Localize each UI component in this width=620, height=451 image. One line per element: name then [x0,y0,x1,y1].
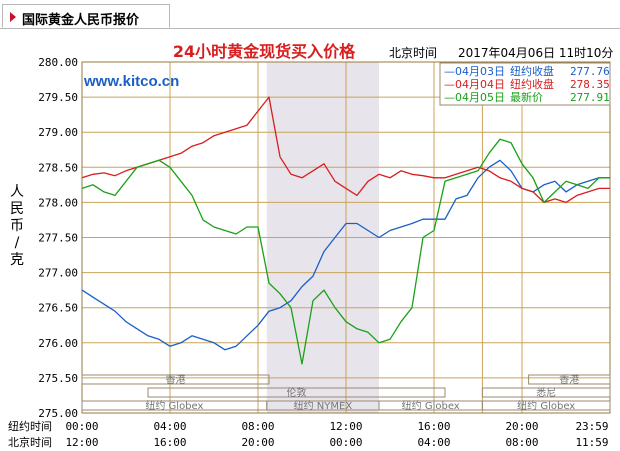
x-row1-label: 纽约时间 [8,419,52,433]
y-tick-label: 277.00 [38,267,78,280]
market-session-label: 伦敦 [287,386,307,399]
tab-title: 国际黄金人民币报价 [22,13,140,28]
y-tick-label: 277.50 [38,232,78,245]
legend-box [439,62,611,106]
y-tick-label: 280.00 [38,56,78,69]
kitco-watermark: www.kitco.cn [83,73,179,90]
y-axis-label-char: 克 [10,252,24,268]
x-row2-tick: 12:00 [65,436,98,449]
legend-series-name: —04月05日 [444,91,505,104]
timestamp-label: 北京时间 [389,46,437,60]
x-row1-tick: 08:00 [241,420,274,433]
market-session-label: 香港 [166,374,186,386]
x-row2-tick: 04:00 [417,436,450,449]
y-axis-label-char: 币 [10,218,24,234]
market-session-label: 纽约 NYMEX [294,399,353,412]
series-line-3 [81,138,610,365]
y-axis-label-char: 人 [10,184,24,200]
x-row2-tick: 11:59 [575,436,608,449]
x-row1-tick: 16:00 [417,420,450,433]
legend-value: 277.76 [570,65,610,78]
y-axis-label-char: 民 [10,201,24,217]
legend-series-name: —04月03日 [444,65,505,78]
y-tick-label: 276.50 [38,302,78,315]
x-row2-tick: 16:00 [153,436,186,449]
market-session-label: 纽约 Globex [145,399,203,412]
legend-value: 278.35 [570,78,610,91]
tab-gold-rmb-quote[interactable]: 国际黄金人民币报价 [2,4,170,28]
market-session-box [147,387,446,398]
market-session-label: 香港 [559,374,579,386]
legend-series-name: —04月04日 [444,78,505,91]
plot-border [81,61,611,414]
y-tick-label: 278.50 [38,161,78,174]
y-tick-label: 279.50 [38,91,78,104]
legend-value: 277.91 [570,91,610,104]
y-tick-label: 276.00 [38,337,78,350]
legend-kind: 纽约收盘 [510,64,554,78]
market-session-box [481,387,611,398]
market-session-label: 纽约 Globex [402,399,460,412]
x-row1-tick: 23:59 [575,420,608,433]
x-row1-tick: 12:00 [329,420,362,433]
y-axis-label-char: / [15,235,20,251]
tab-arrow-icon [10,12,16,22]
x-row2-tick: 00:00 [329,436,362,449]
x-row2-tick: 20:00 [241,436,274,449]
x-row1-tick: 20:00 [505,420,538,433]
market-session-label: 悉尼 [536,387,556,399]
market-session-box [81,374,270,385]
y-tick-label: 279.00 [38,126,78,139]
series-line-2 [81,96,610,204]
y-tick-label: 278.00 [38,196,78,209]
x-row2-label: 北京时间 [8,435,52,449]
y-tick-label: 275.50 [38,372,78,385]
tab-bar-divider [0,28,620,29]
x-row1-tick: 04:00 [153,420,186,433]
chart-title: 24小时黄金现货买入价格 [173,42,356,61]
market-session-box [481,400,611,411]
timestamp-value: 2017年04月06日 11时10分 [458,46,613,60]
legend-kind: 最新价 [510,90,543,104]
legend-kind: 纽约收盘 [510,77,554,91]
market-session-box [528,374,611,385]
x-row1-tick: 00:00 [65,420,98,433]
y-tick-label: 275.00 [38,407,78,420]
market-session-label: 纽约 Globex [517,399,575,412]
x-row2-tick: 08:00 [505,436,538,449]
tab-bar: 国际黄金人民币报价 [0,0,620,30]
